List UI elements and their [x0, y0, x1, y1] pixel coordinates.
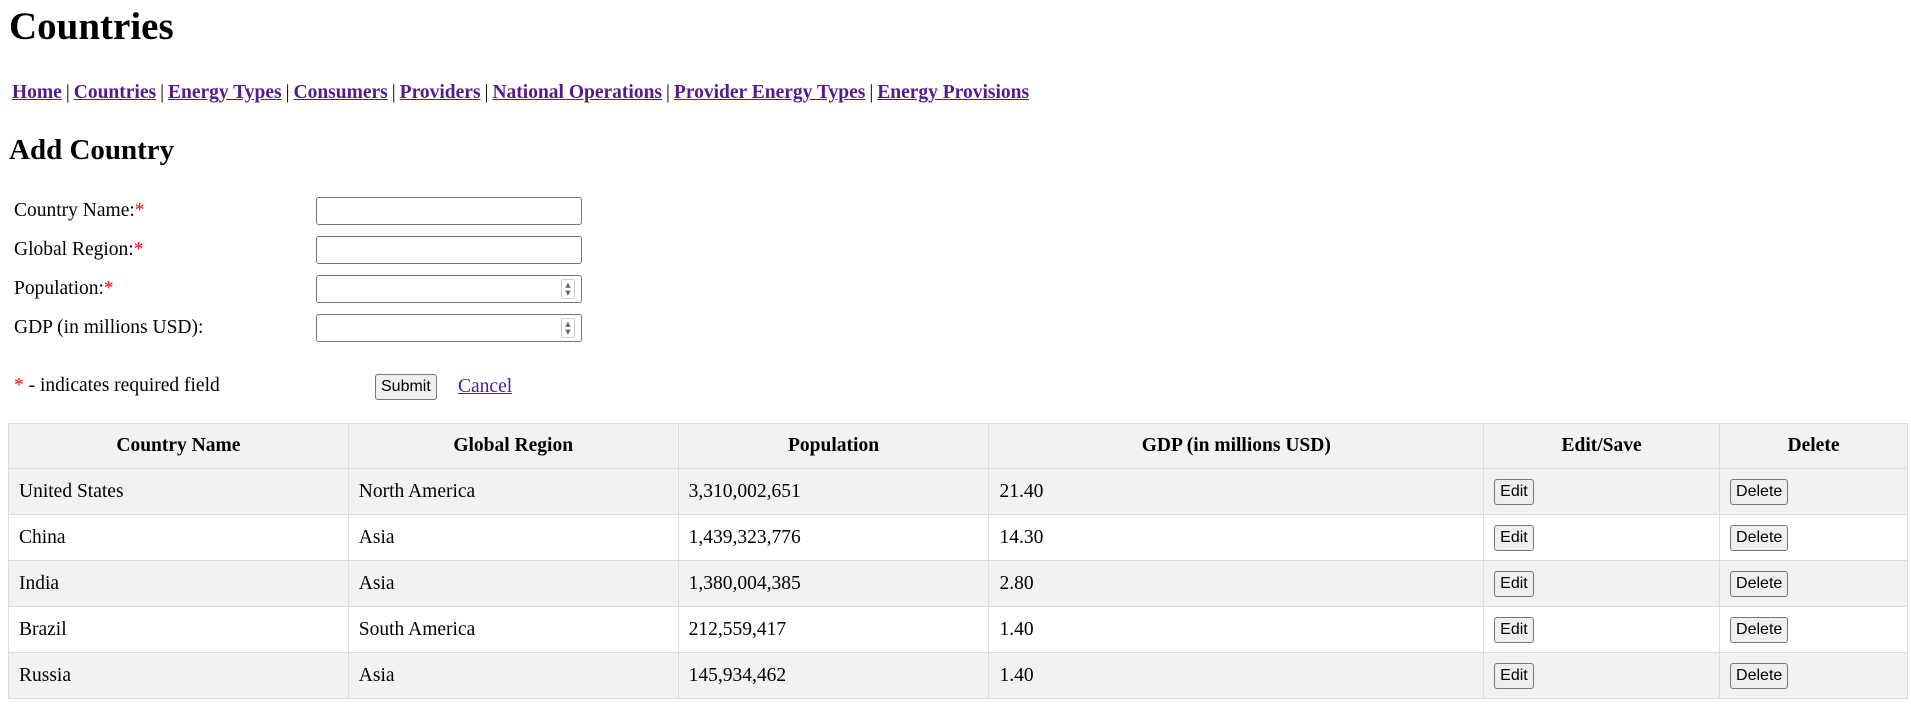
edit-button[interactable]: Edit: [1494, 616, 1534, 643]
cell-gdp: 1.40: [988, 606, 1485, 653]
table-row: United States North America 3,310,002,65…: [8, 468, 1908, 515]
cell-global-region: South America: [347, 606, 679, 653]
cell-delete: Delete: [1719, 560, 1908, 607]
header-delete: Delete: [1719, 423, 1908, 469]
population-input[interactable]: ▲ ▼: [316, 275, 582, 303]
nav-link-energy-provisions[interactable]: Energy Provisions: [877, 82, 1030, 103]
nav-separator: |: [391, 82, 396, 103]
page-title: Countries: [9, 5, 174, 48]
cell-population: 1,439,323,776: [677, 514, 990, 561]
country-name-label: Country Name:*: [14, 200, 145, 221]
required-asterisk: *: [134, 200, 145, 221]
delete-button[interactable]: Delete: [1730, 616, 1789, 643]
population-label: Population:*: [14, 278, 114, 299]
header-population: Population: [677, 423, 990, 469]
table-row: India Asia 1,380,004,385 2.80 Edit Delet…: [8, 560, 1908, 607]
cell-population: 145,934,462: [677, 652, 990, 699]
header-gdp: GDP (in millions USD): [988, 423, 1485, 469]
cell-edit: Edit: [1483, 468, 1721, 515]
cell-delete: Delete: [1719, 652, 1908, 699]
cell-delete: Delete: [1719, 468, 1908, 515]
cell-gdp: 14.30: [988, 514, 1485, 561]
cell-country-name: United States: [8, 468, 349, 515]
header-country-name: Country Name: [8, 423, 349, 469]
nav-link-home[interactable]: Home: [12, 82, 62, 103]
delete-button[interactable]: Delete: [1730, 524, 1789, 551]
cell-country-name: China: [8, 514, 349, 561]
cancel-link[interactable]: Cancel: [458, 376, 513, 397]
number-spinner-icon[interactable]: ▲ ▼: [561, 318, 575, 338]
table-row: Russia Asia 145,934,462 1.40 Edit Delete: [8, 652, 1908, 699]
edit-button[interactable]: Edit: [1494, 524, 1534, 551]
nav-separator: |: [869, 82, 874, 103]
cell-global-region: Asia: [347, 514, 679, 561]
nav-separator: |: [285, 82, 290, 103]
cell-delete: Delete: [1719, 606, 1908, 653]
delete-button[interactable]: Delete: [1730, 478, 1789, 505]
cell-country-name: India: [8, 560, 349, 607]
cell-gdp: 21.40: [988, 468, 1485, 515]
cell-population: 212,559,417: [677, 606, 990, 653]
cell-global-region: North America: [347, 468, 679, 515]
delete-button[interactable]: Delete: [1730, 570, 1789, 597]
cell-edit: Edit: [1483, 560, 1721, 607]
global-region-row: Global Region:*: [14, 236, 582, 264]
cell-edit: Edit: [1483, 606, 1721, 653]
cell-population: 3,310,002,651: [677, 468, 990, 515]
table-header-row: Country Name Global Region Population GD…: [8, 423, 1908, 469]
cell-gdp: 1.40: [988, 652, 1485, 699]
main-nav: Home | Countries | Energy Types | Consumers | Pr…: [12, 81, 1029, 105]
global-region-input[interactable]: [316, 236, 582, 264]
country-name-input[interactable]: [316, 197, 582, 225]
gdp-label: GDP (in millions USD):: [14, 317, 204, 338]
country-name-row: Country Name:*: [14, 197, 582, 225]
cell-global-region: Asia: [347, 652, 679, 699]
delete-button[interactable]: Delete: [1730, 662, 1789, 689]
required-asterisk: *: [133, 239, 144, 260]
nav-separator: |: [666, 82, 670, 103]
table-row: Brazil South America 212,559,417 1.40 Ed…: [8, 606, 1908, 653]
nav-link-provider-energy-types[interactable]: Provider Energy Types: [673, 82, 866, 103]
edit-button[interactable]: Edit: [1494, 570, 1534, 597]
cell-delete: Delete: [1719, 514, 1908, 561]
cell-edit: Edit: [1483, 652, 1721, 699]
nav-separator: |: [484, 82, 489, 103]
number-spinner-icon[interactable]: ▲ ▼: [561, 279, 575, 299]
countries-table: Country Name Global Region Population GD…: [8, 423, 1908, 699]
nav-link-energy-types[interactable]: Energy Types: [167, 82, 282, 103]
cell-country-name: Brazil: [8, 606, 349, 653]
cell-gdp: 2.80: [988, 560, 1485, 607]
gdp-row: GDP (in millions USD): ▲ ▼: [14, 314, 582, 342]
cell-country-name: Russia: [8, 652, 349, 699]
gdp-input[interactable]: ▲ ▼: [316, 314, 582, 342]
edit-button[interactable]: Edit: [1494, 662, 1534, 689]
nav-link-national-operations[interactable]: National Operations: [492, 82, 663, 103]
nav-link-providers[interactable]: Providers: [399, 82, 481, 103]
edit-button[interactable]: Edit: [1494, 478, 1534, 505]
submit-button[interactable]: Submit: [375, 374, 437, 400]
header-global-region: Global Region: [347, 423, 679, 469]
nav-separator: |: [160, 82, 164, 103]
population-row: Population:* ▲ ▼: [14, 275, 582, 303]
header-edit-save: Edit/Save: [1483, 423, 1721, 469]
required-field-note: * - indicates required field: [14, 375, 220, 396]
add-country-title: Add Country: [9, 134, 175, 166]
required-asterisk: *: [14, 375, 24, 396]
cell-global-region: Asia: [347, 560, 679, 607]
table-row: China Asia 1,439,323,776 14.30 Edit Dele…: [8, 514, 1908, 561]
nav-separator: |: [65, 82, 70, 103]
cell-edit: Edit: [1483, 514, 1721, 561]
nav-link-countries[interactable]: Countries: [73, 82, 157, 103]
nav-link-consumers[interactable]: Consumers: [293, 82, 388, 103]
required-asterisk: *: [103, 278, 114, 299]
global-region-label: Global Region:*: [14, 239, 144, 260]
cell-population: 1,380,004,385: [677, 560, 990, 607]
